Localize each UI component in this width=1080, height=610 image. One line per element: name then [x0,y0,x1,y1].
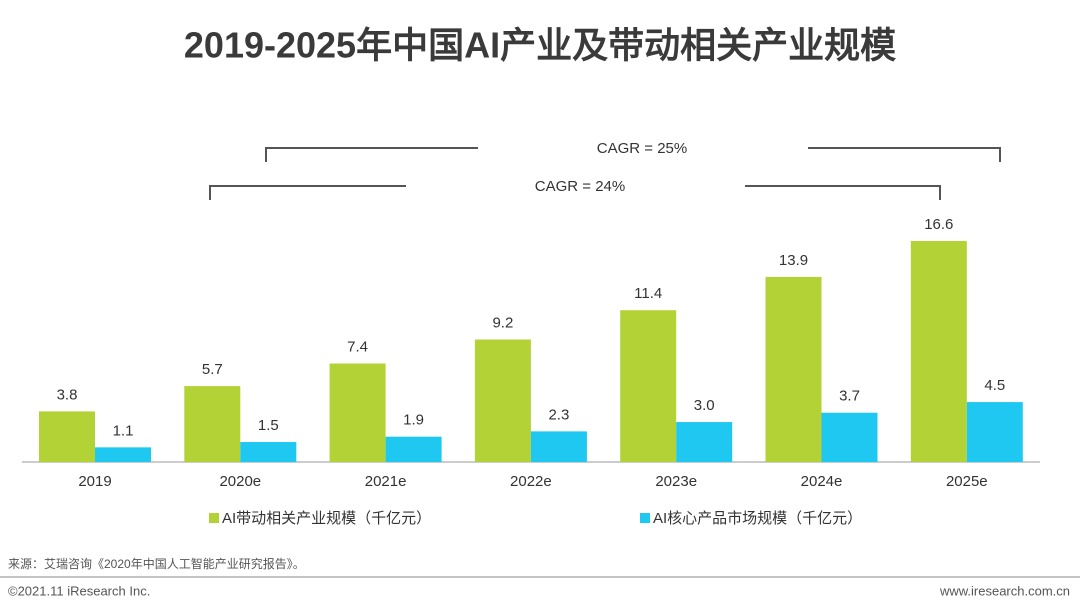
bar [329,363,386,462]
cagr-bracket [209,185,406,200]
cagr-bracket [745,185,941,200]
legend-swatch [640,513,650,523]
value-label: 3.0 [694,397,715,414]
x-tick-label: 2019 [78,473,111,490]
chart-title: 2019-2025年中国AI产业及带动相关产业规模 [184,25,896,66]
value-label: 9.2 [492,314,513,331]
bar [530,431,587,462]
value-label: 2.3 [548,406,569,423]
x-tick-label: 2024e [801,473,843,490]
value-label: 3.7 [839,388,860,405]
value-label: 5.7 [202,361,223,378]
value-label: 1.1 [113,422,134,439]
website: www.iresearch.com.cn [939,583,1070,598]
value-label: 13.9 [779,252,808,269]
value-label: 4.5 [984,377,1005,394]
bar [385,436,442,462]
bar [95,447,151,462]
bar [620,310,677,462]
legend-label: AI带动相关产业规模（千亿元） [222,510,431,527]
bar [240,442,297,462]
bar [39,411,95,462]
value-label: 3.8 [57,386,78,403]
value-label: 11.4 [634,285,662,302]
cagr-bracket [808,147,1001,162]
x-tick-label: 2025e [946,473,988,490]
bar [910,241,967,462]
legend-label: AI核心产品市场规模（千亿元） [653,510,862,527]
copyright: ©2021.11 iResearch Inc. [8,583,150,598]
bar [765,276,822,462]
x-tick-label: 2020e [219,473,261,490]
value-label: 7.4 [347,338,368,355]
legend-swatch [209,513,219,523]
source: 来源：艾瑞咨询《2020年中国人工智能产业研究报告》。 [8,556,305,571]
bar [676,422,733,462]
x-tick-label: 2021e [365,473,407,490]
value-label: 1.9 [403,412,424,429]
bar [474,339,531,462]
annotation: CAGR = 24% [535,178,625,195]
bar [966,402,1023,462]
bar [821,412,878,462]
value-label: 1.5 [258,417,279,434]
x-tick-label: 2022e [510,473,552,490]
cagr-bracket [265,147,478,162]
bar [184,386,241,462]
annotation: CAGR = 25% [597,140,687,157]
x-tick-label: 2023e [655,473,697,490]
value-label: 16.6 [924,216,953,233]
